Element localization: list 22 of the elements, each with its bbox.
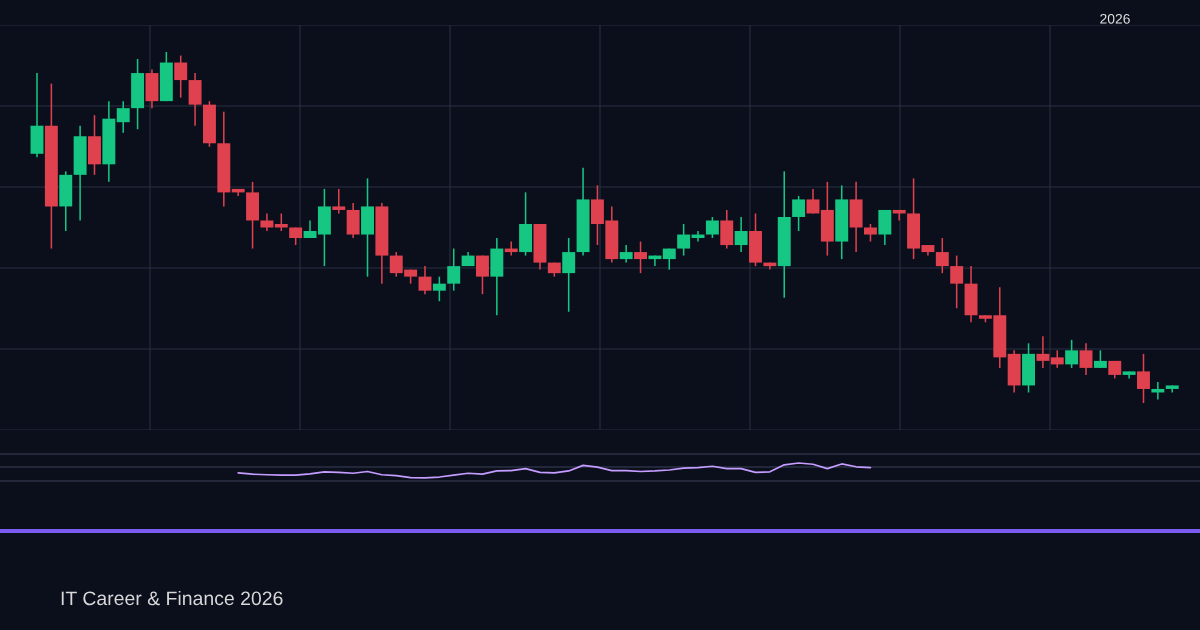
candlestick (792, 195, 806, 232)
text: IT Career & Finance 2026 (61, 590, 283, 606)
candlestick (806, 188, 820, 215)
candlestick (562, 237, 576, 313)
candlestick (1079, 342, 1093, 376)
candlestick (677, 223, 691, 257)
candlestick (116, 100, 130, 134)
candlestick (634, 240, 648, 274)
candlestick (935, 237, 949, 274)
candlestick (734, 216, 748, 253)
candlestick (1036, 335, 1050, 369)
candlestick (1137, 353, 1150, 404)
candlestick (476, 254, 489, 295)
candlestick (705, 216, 719, 239)
candlestick (950, 254, 964, 309)
candlestick (432, 275, 446, 302)
candlestick (418, 265, 432, 295)
candlestick (174, 54, 188, 99)
candlestick (1065, 339, 1079, 369)
candlestick (332, 188, 346, 215)
text: 2026 (1100, 13, 1130, 24)
candlestick (447, 247, 461, 292)
